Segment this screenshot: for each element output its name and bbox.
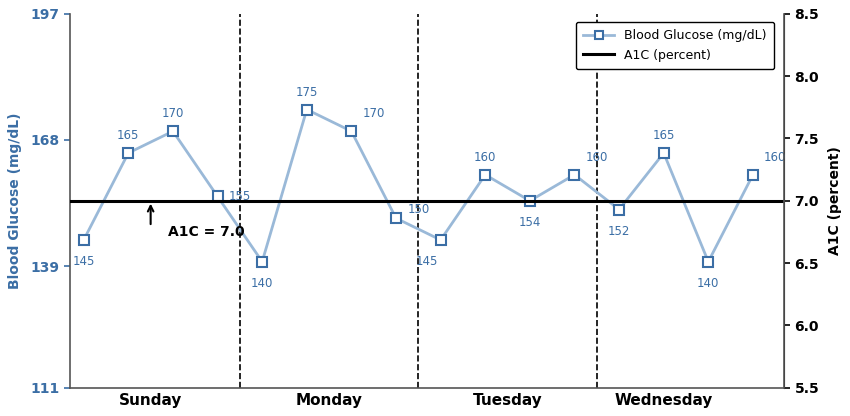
Text: 154: 154 bbox=[518, 216, 541, 229]
Text: 145: 145 bbox=[416, 255, 439, 268]
Text: 165: 165 bbox=[653, 129, 675, 142]
Legend: Blood Glucose (mg/dL), A1C (percent): Blood Glucose (mg/dL), A1C (percent) bbox=[575, 22, 774, 69]
Text: A1C = 7.0: A1C = 7.0 bbox=[168, 225, 245, 239]
Text: 175: 175 bbox=[296, 86, 318, 99]
Text: 150: 150 bbox=[407, 203, 429, 216]
Text: 165: 165 bbox=[117, 129, 139, 142]
Text: 140: 140 bbox=[251, 277, 274, 290]
Y-axis label: Blood Glucose (mg/dL): Blood Glucose (mg/dL) bbox=[8, 113, 22, 289]
Text: 170: 170 bbox=[363, 107, 385, 120]
Text: 160: 160 bbox=[474, 151, 496, 164]
Text: 140: 140 bbox=[697, 277, 719, 290]
Text: 152: 152 bbox=[608, 225, 631, 238]
Text: 145: 145 bbox=[72, 255, 95, 268]
Text: 170: 170 bbox=[162, 107, 184, 120]
Text: 155: 155 bbox=[229, 190, 251, 203]
Text: 160: 160 bbox=[586, 151, 608, 164]
Y-axis label: A1C (percent): A1C (percent) bbox=[828, 146, 842, 255]
Text: 160: 160 bbox=[764, 151, 786, 164]
